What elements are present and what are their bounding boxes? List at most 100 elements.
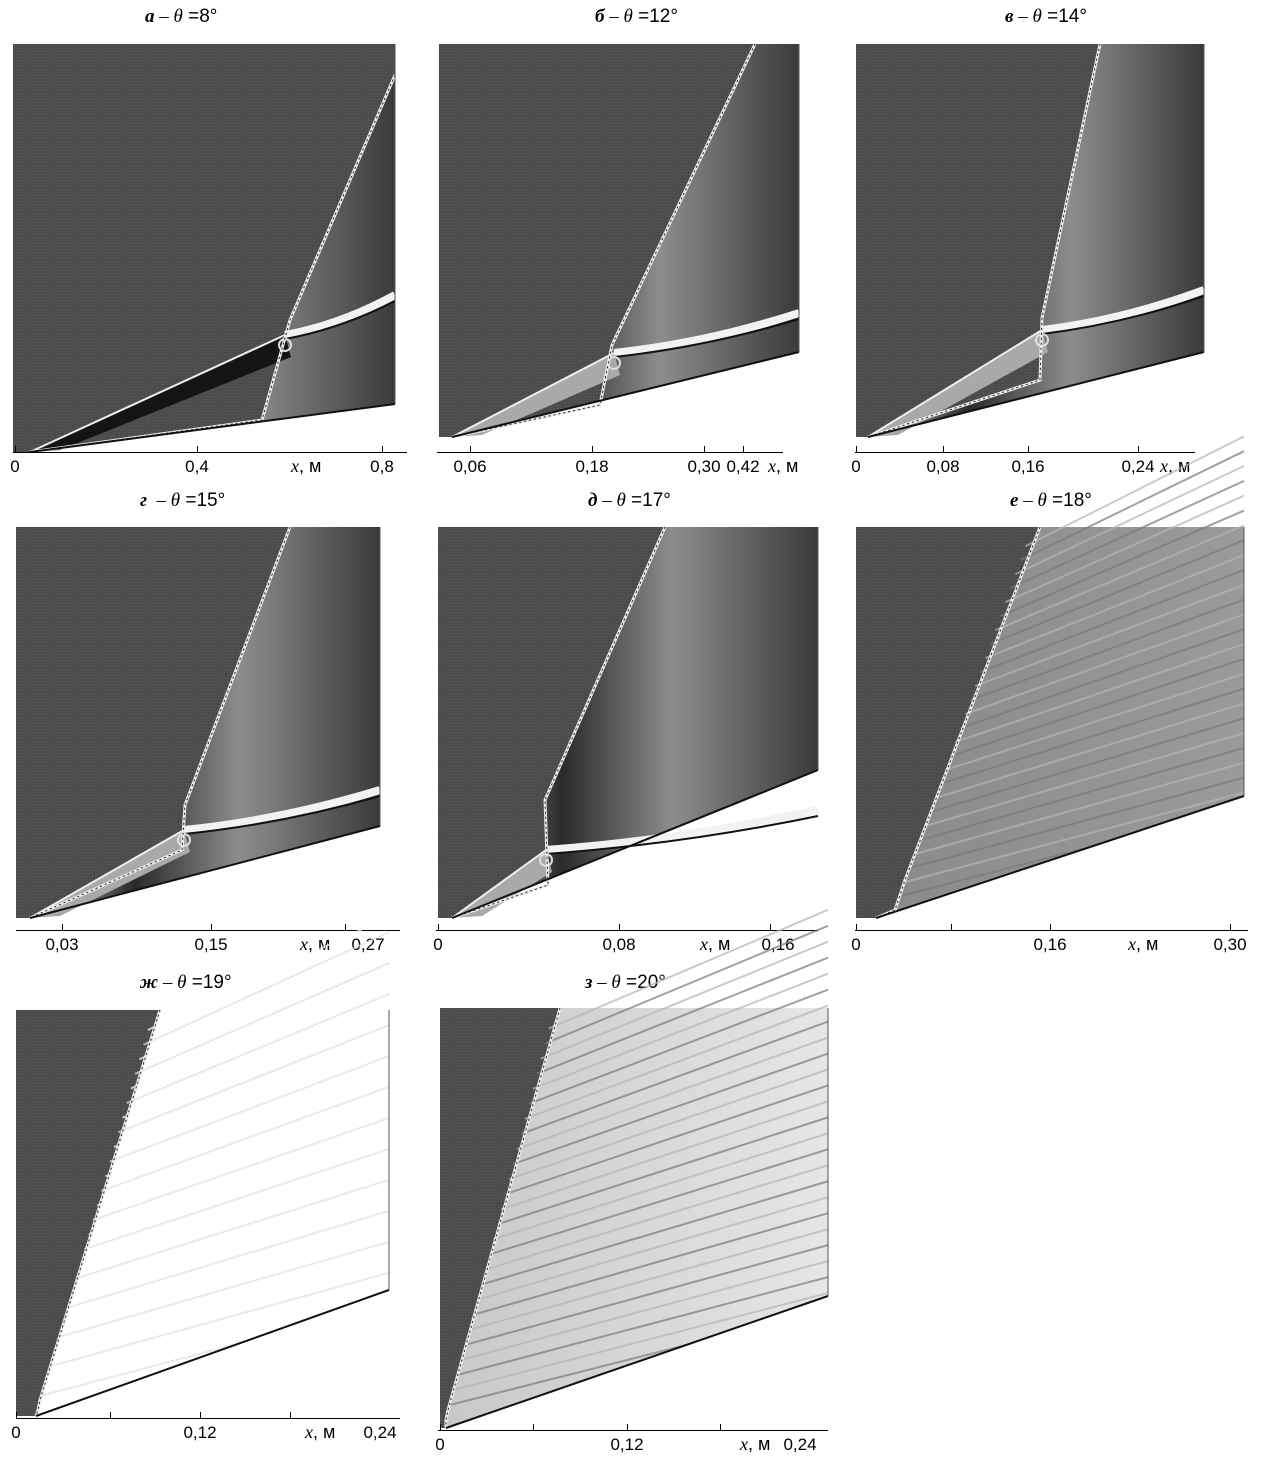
panel-title: ж – θ =19° [140, 972, 232, 994]
x-tick-label: 0 [435, 1435, 445, 1454]
panel-letter: в [1005, 6, 1014, 27]
flow-field-image [440, 908, 830, 1430]
wedge-angle-value: 15° [196, 490, 226, 511]
title-dash: – [1018, 490, 1038, 511]
flow-field-image [16, 526, 382, 922]
wedge-angle-value: 12° [649, 6, 678, 27]
x-axis-tick [62, 924, 63, 930]
theta-symbol: θ [1032, 6, 1042, 27]
title-dash: – [592, 972, 612, 993]
x-tick-label: 0,8 [370, 457, 394, 476]
panel-title: б – θ =12° [595, 6, 678, 28]
panel-letter: г [140, 490, 148, 511]
x-axis-tick [943, 446, 944, 452]
title-dash: – [154, 6, 174, 27]
x-tick-label: 0,03 [45, 935, 79, 954]
x-tick-label: 0,30 [1213, 935, 1247, 954]
title-dash: – [1013, 6, 1033, 27]
flow-field-image [856, 43, 1206, 454]
theta-symbol: θ [173, 6, 183, 27]
panel-title: г – θ =15° [140, 490, 225, 512]
x-tick-label: 0,12 [183, 1423, 217, 1442]
x-axis-tick [200, 1412, 201, 1418]
x-axis-tick [211, 924, 212, 930]
x-tick-label: 0,42 [726, 457, 760, 476]
x-axis-tick [533, 1424, 534, 1430]
axis-variable: x [305, 1422, 313, 1442]
x-tick-label: 0,24 [363, 1423, 397, 1442]
axis-unit: м [786, 456, 799, 476]
title-equals: = [186, 972, 203, 993]
x-tick-label: 0,12 [610, 1435, 644, 1454]
axis-variable: x [1160, 456, 1168, 476]
x-tick-label: 0,16 [1033, 935, 1067, 954]
panel-letter: б [595, 6, 605, 27]
panel-title: в – θ =14° [1005, 6, 1087, 28]
x-axis-tick [1028, 446, 1029, 452]
x-axis-tick [743, 446, 744, 452]
x-tick-label: 0,15 [194, 935, 228, 954]
x-axis-tick [627, 1424, 628, 1430]
theta-symbol: θ [623, 6, 633, 27]
wedge-angle-value: 19° [202, 972, 232, 993]
axis-variable: x [740, 1434, 748, 1454]
title-dash: – [597, 490, 617, 511]
wedge-angle-value: 14° [1058, 6, 1087, 27]
flow-field-image [13, 44, 397, 454]
x-axis-tick [1050, 924, 1051, 930]
x-axis-tick [619, 924, 620, 930]
wedge-angle-value: 18° [1063, 490, 1092, 511]
axis-unit: м [1146, 934, 1159, 954]
x-axis-tick [345, 924, 346, 930]
panel-letter: з [585, 972, 593, 993]
x-axis-tick [704, 446, 705, 452]
title-equals: = [632, 6, 650, 27]
x-tick-label: 0,4 [185, 457, 209, 476]
title-equals: = [625, 490, 643, 511]
title-equals: = [1041, 6, 1059, 27]
x-tick-label: 0,27 [351, 935, 385, 954]
axis-variable: x [700, 934, 708, 954]
x-axis-tick [470, 446, 471, 452]
axis-variable: x [291, 456, 299, 476]
flow-field-image [856, 435, 1246, 922]
x-tick-label: 0,08 [926, 457, 960, 476]
x-axis-line [437, 452, 783, 453]
x-axis-tick [16, 1412, 17, 1418]
title-equals: = [182, 6, 200, 27]
x-axis-line [855, 930, 1248, 931]
theta-symbol: θ [1037, 490, 1047, 511]
x-axis-tick [15, 446, 16, 452]
x-tick-label: 0,24 [783, 1435, 817, 1454]
x-axis-line [13, 452, 407, 453]
axis-unit: м [718, 934, 731, 954]
x-axis-line [436, 930, 818, 931]
x-axis-tick [382, 446, 383, 452]
panel-title: а – θ =8° [145, 6, 217, 28]
axis-variable: x [1128, 934, 1136, 954]
x-axis-label: x, м [700, 934, 731, 954]
x-axis-tick [1230, 924, 1231, 930]
x-axis-label: x, м [305, 1422, 336, 1442]
x-tick-label: 0 [11, 1423, 21, 1442]
wedge-angle-value: 17° [642, 490, 671, 511]
x-tick-label: 0,16 [1011, 457, 1045, 476]
panel-letter: е [1010, 490, 1019, 511]
flow-field-image [439, 43, 801, 454]
x-axis-label: x, м [768, 456, 799, 476]
theta-symbol: θ [611, 972, 621, 993]
title-equals: = [620, 972, 638, 993]
x-axis-label: x, м [291, 456, 322, 476]
title-dash: – [158, 972, 178, 993]
title-equals: = [180, 490, 197, 511]
axis-unit: м [758, 1434, 771, 1454]
x-tick-label: 0 [851, 935, 861, 954]
x-tick-label: 0,08 [602, 935, 636, 954]
x-axis-tick [592, 446, 593, 452]
x-tick-label: 0,30 [687, 457, 721, 476]
x-axis-line [855, 452, 1195, 453]
flow-field-image [438, 526, 819, 922]
panel-title: е – θ =18° [1010, 490, 1092, 512]
x-axis-tick [290, 1412, 291, 1418]
theta-symbol: θ [170, 490, 181, 511]
